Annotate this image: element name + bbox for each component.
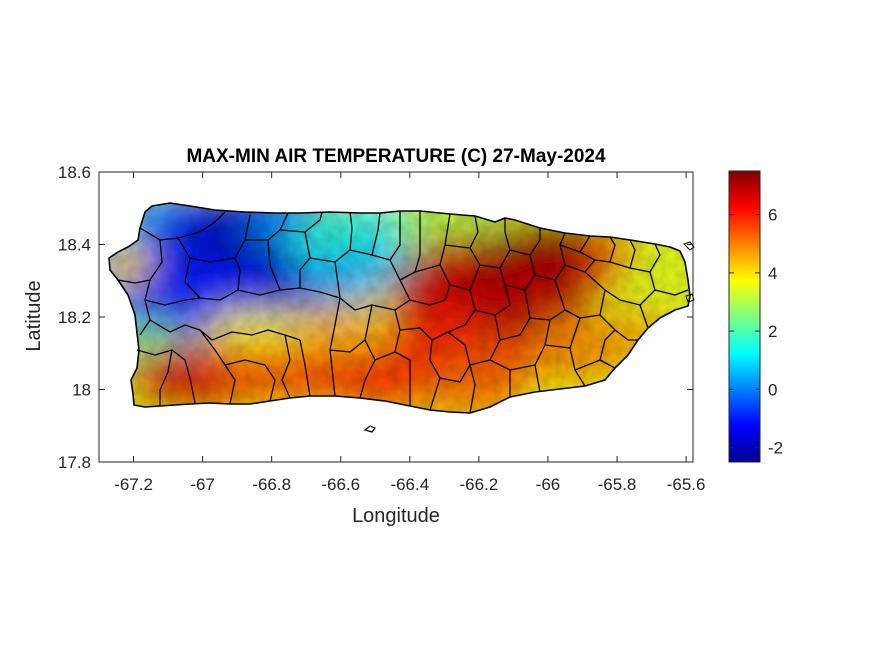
colorbar-ticks: -2 0 2 4 6 [729,206,783,457]
x-tick-label: -66.4 [390,475,429,494]
colorbar-tick-label: -2 [768,438,783,457]
colorbar-tick-label: 0 [768,380,777,399]
y-tick-label: 17.8 [58,453,91,472]
x-axis-label: Longitude [352,505,440,527]
x-axis-ticks: -67.2 -67 -66.8 -66.6 -66.4 -66.2 -66 -65.8 -65.… [114,172,705,494]
colorbar-tick-label: 2 [768,322,777,341]
y-tick-label: 18.6 [58,163,91,182]
y-tick-label: 18.2 [58,308,91,327]
y-axis-ticks: 17.8 18 18.2 18.4 18.6 [58,163,693,472]
chart-title: MAX-MIN AIR TEMPERATURE (C) 27-May-2024 [186,146,606,167]
y-tick-label: 18 [72,381,91,400]
municipality-boundaries [117,211,689,414]
x-tick-label: -66 [536,475,561,494]
colorbar-tick-label: 6 [768,206,777,225]
x-tick-label: -66.8 [252,475,291,494]
islet-southeast [685,293,695,303]
x-tick-label: -65.6 [667,475,706,494]
y-axis-label: Latitude [23,280,45,351]
x-tick-label: -66.6 [321,475,360,494]
colorbar [728,170,761,463]
y-tick-label: 18.4 [58,236,91,255]
x-tick-label: -67 [190,475,215,494]
x-tick-label: -66.2 [460,475,499,494]
islet-caja-de-muertos [363,425,376,433]
x-tick-label: -67.2 [114,475,153,494]
colorbar-tick-label: 4 [768,264,777,283]
islet-east [683,241,695,251]
x-tick-label: -65.8 [598,475,637,494]
